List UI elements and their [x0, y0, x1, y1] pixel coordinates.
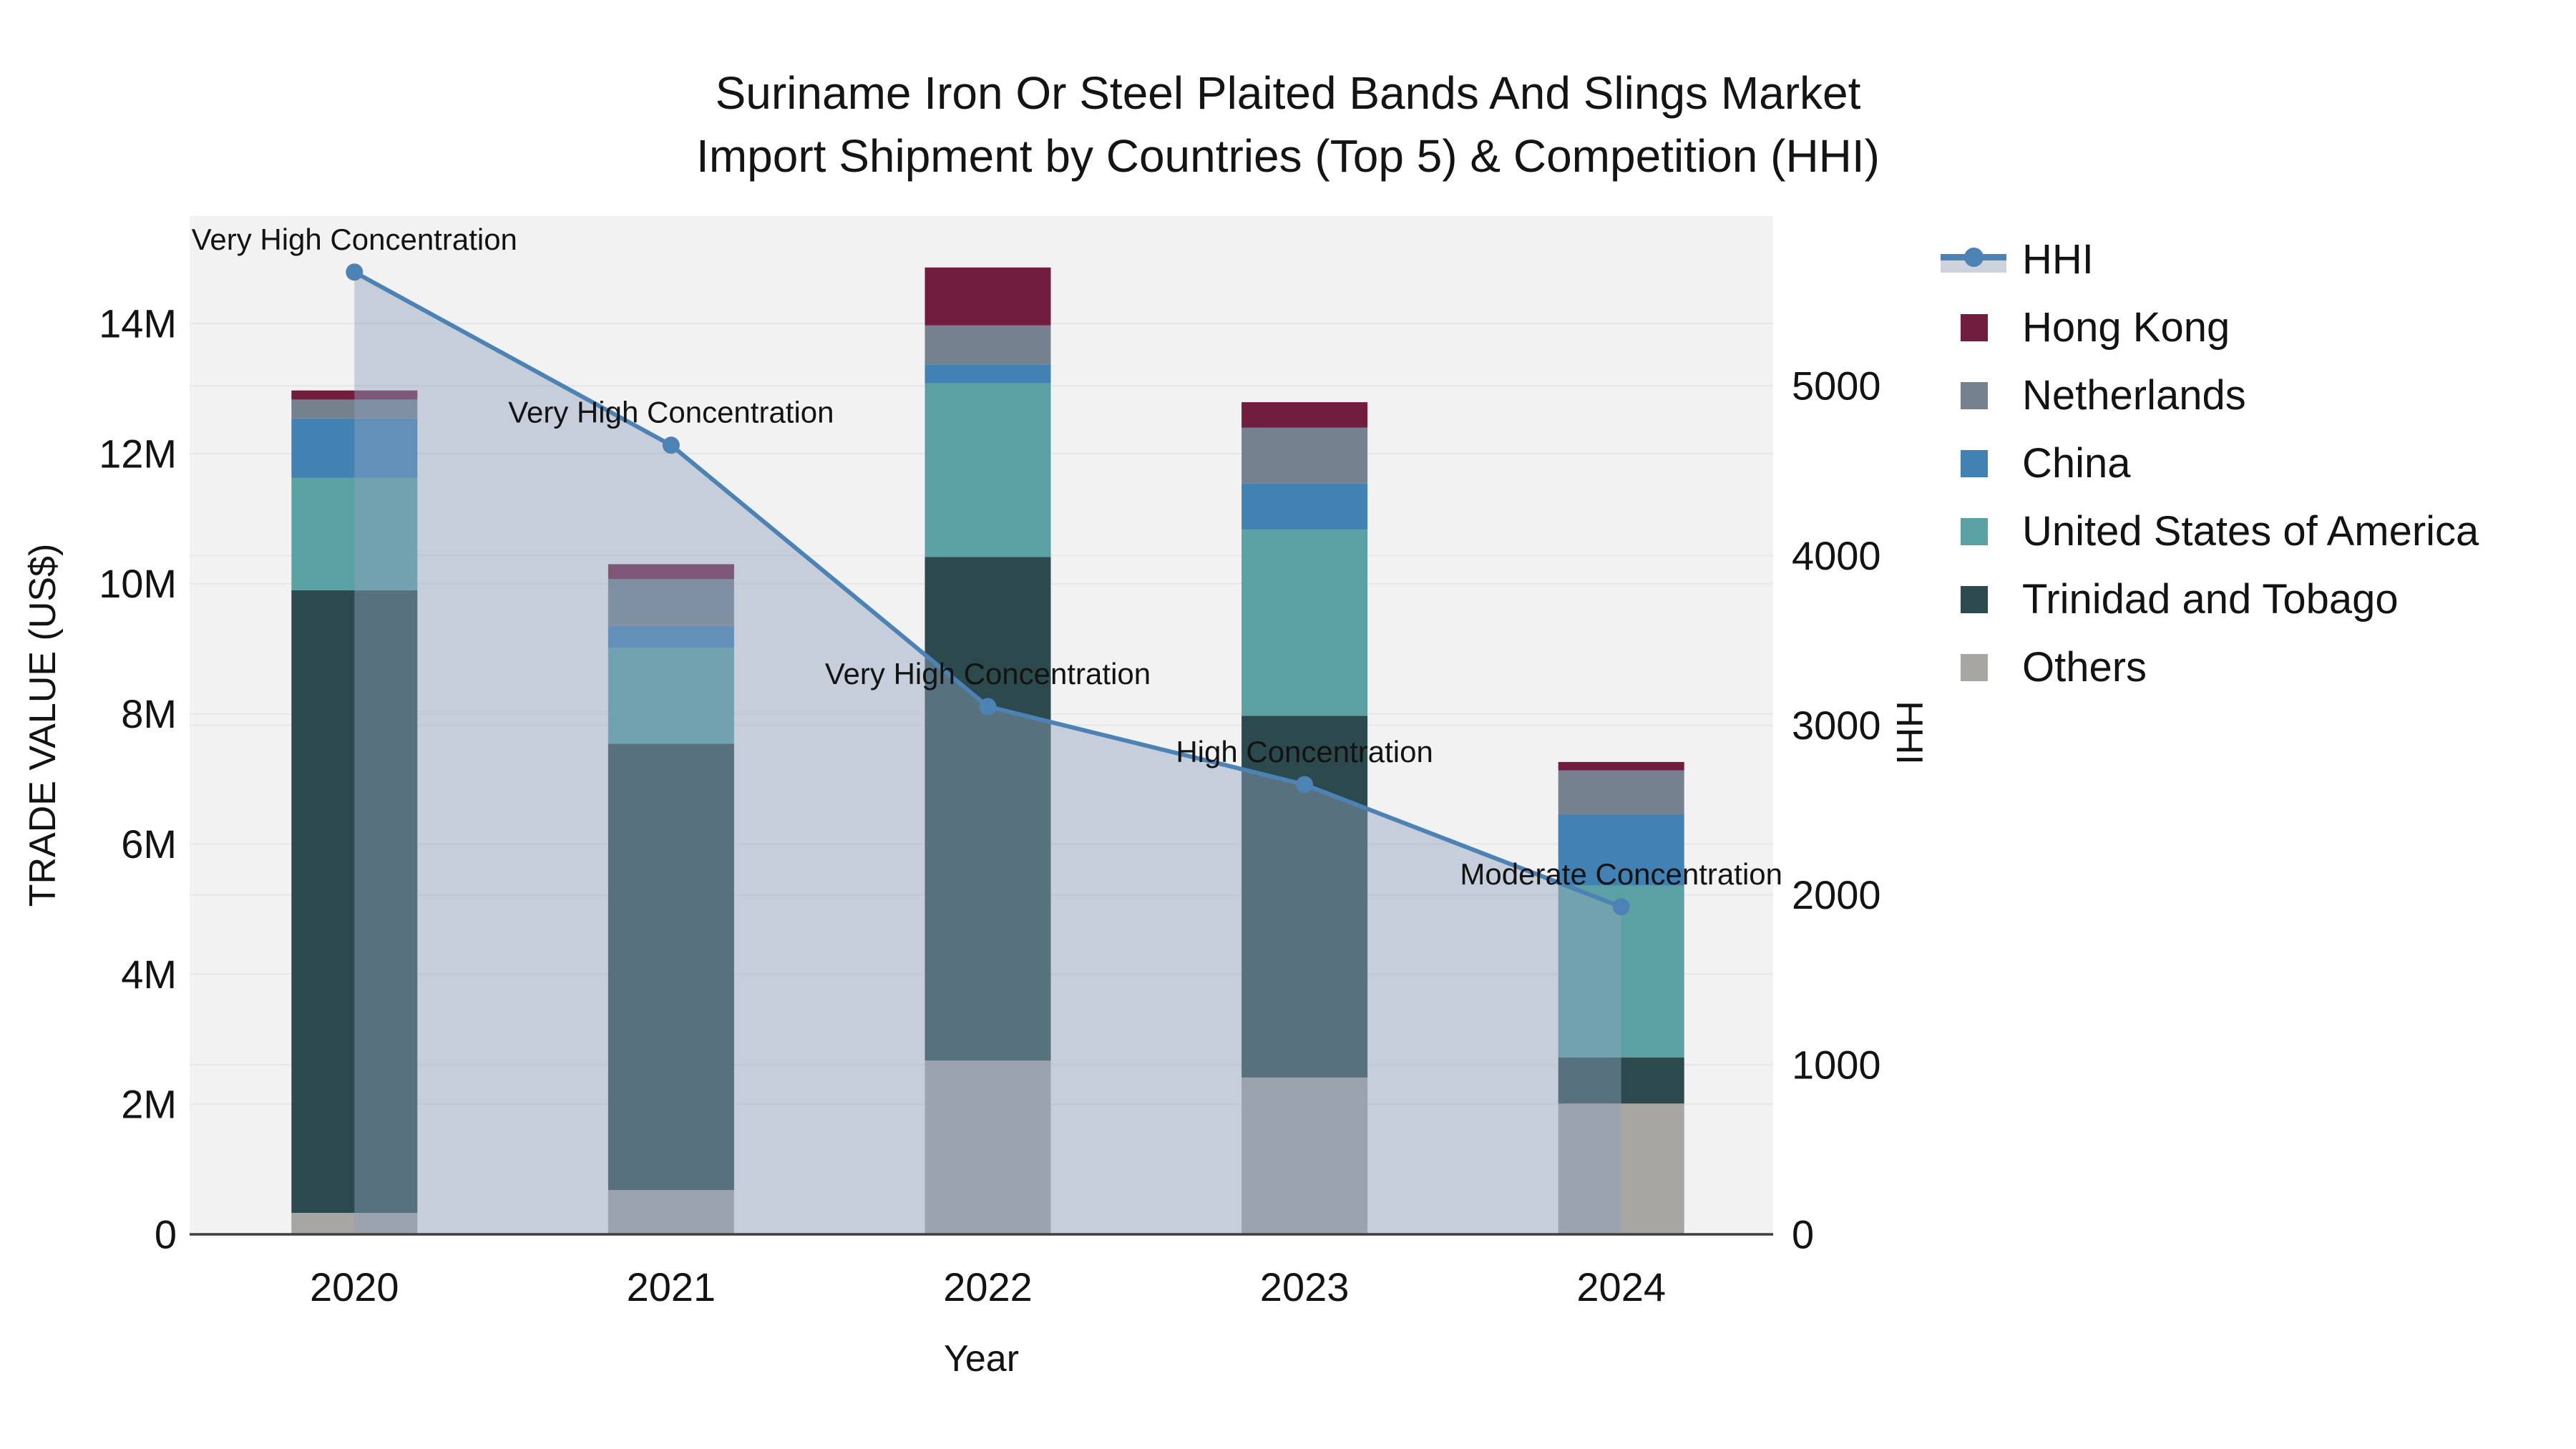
- y-right-tick-4000: 4000: [1792, 533, 1881, 578]
- y-right-tick-3000: 3000: [1792, 703, 1881, 748]
- bar-segment-2023-china[interactable]: [1241, 483, 1368, 530]
- annotation-2023: High Concentration: [1176, 735, 1433, 769]
- legend-label-others[interactable]: Others: [2022, 644, 2147, 691]
- chart-title: Suriname Iron Or Steel Plaited Bands And…: [0, 62, 2576, 187]
- y-left-axis-title: TRADE VALUE (US$): [22, 544, 64, 907]
- bar-segment-2022-united-states-of-america[interactable]: [924, 383, 1051, 557]
- bar-segment-2022-hong-kong[interactable]: [924, 267, 1051, 326]
- bar-segment-2021-trinidad-and-tobago[interactable]: [608, 743, 734, 1191]
- chart-title-line2: Import Shipment by Countries (Top 5) & C…: [696, 130, 1880, 182]
- legend-item-china[interactable]: China: [1941, 429, 2479, 497]
- y-left-tick-4M: 4M: [121, 952, 177, 997]
- hhi-marker-2020[interactable]: [346, 263, 364, 281]
- x-tick-2023: 2023: [1260, 1264, 1350, 1309]
- legend-item-trinidad-and-tobago[interactable]: Trinidad and Tobago: [1941, 565, 2479, 633]
- bar-segment-2024-china[interactable]: [1558, 814, 1684, 886]
- bar-segment-2023-hong-kong[interactable]: [1241, 402, 1368, 428]
- bar-segment-2021-netherlands[interactable]: [608, 579, 734, 626]
- bar-segment-2022-trinidad-and-tobago[interactable]: [924, 557, 1051, 1061]
- hhi-area-fill: [354, 272, 1621, 1234]
- bar-segment-2020-hong-kong[interactable]: [291, 390, 418, 400]
- china-swatch: [1961, 449, 1988, 477]
- y-left-tick-14M: 14M: [99, 301, 177, 346]
- y-left-tick-8M: 8M: [121, 691, 177, 736]
- bar-segment-2021-others[interactable]: [608, 1190, 734, 1234]
- usa-swatch: [1961, 517, 1988, 545]
- bar-segment-2020-trinidad-and-tobago[interactable]: [291, 590, 418, 1213]
- hhi-marker-2024[interactable]: [1612, 898, 1630, 916]
- x-tick-2024: 2024: [1576, 1264, 1666, 1309]
- y-right-tick-2000: 2000: [1792, 872, 1881, 917]
- hhi-legend-glyph: [1941, 244, 2009, 275]
- bar-segment-2020-china[interactable]: [291, 418, 418, 478]
- legend-label-trinidad-and-tobago[interactable]: Trinidad and Tobago: [2022, 576, 2399, 623]
- y-right-tick-5000: 5000: [1792, 364, 1881, 409]
- legend-label-usa[interactable]: United States of America: [2022, 508, 2479, 555]
- others-swatch: [1961, 653, 1988, 681]
- legend-label-hhi[interactable]: HHI: [2022, 236, 2094, 283]
- y-right-tick-1000: 1000: [1792, 1042, 1881, 1087]
- y-left-tick-6M: 6M: [121, 821, 177, 867]
- y-right-tick-0: 0: [1792, 1212, 1814, 1257]
- bar-segment-2023-others[interactable]: [1241, 1077, 1368, 1234]
- hhi-marker-2021[interactable]: [662, 436, 680, 454]
- annotation-2024: Moderate Concentration: [1460, 857, 1782, 891]
- bar-segment-2021-hong-kong[interactable]: [608, 564, 734, 580]
- y-left-tick-2M: 2M: [121, 1082, 177, 1127]
- annotation-2020: Very High Concentration: [192, 223, 517, 256]
- bar-segment-2022-china[interactable]: [924, 364, 1051, 384]
- legend-item-usa[interactable]: United States of America: [1941, 497, 2479, 565]
- bar-segment-2023-netherlands[interactable]: [1241, 427, 1368, 484]
- bar-segment-2024-hong-kong[interactable]: [1558, 761, 1684, 771]
- x-axis-title: Year: [944, 1338, 1019, 1380]
- legend: HHI Hong Kong Netherlands China United S…: [1941, 225, 2479, 701]
- legend-item-hhi[interactable]: HHI: [1941, 225, 2479, 293]
- x-tick-2020: 2020: [310, 1264, 399, 1309]
- y-right-axis-title: HHI: [1888, 701, 1930, 765]
- hhi-marker-2023[interactable]: [1296, 776, 1314, 794]
- bar-segment-2020-others[interactable]: [291, 1212, 418, 1234]
- bar-segment-2022-netherlands[interactable]: [924, 325, 1051, 365]
- x-tick-2022: 2022: [943, 1264, 1033, 1309]
- bar-segment-2023-united-states-of-america[interactable]: [1241, 530, 1368, 716]
- bar-segment-2020-netherlands[interactable]: [291, 399, 418, 419]
- legend-item-hong-kong[interactable]: Hong Kong: [1941, 293, 2479, 361]
- hhi-marker-2022[interactable]: [979, 698, 997, 716]
- y-left-tick-12M: 12M: [99, 431, 177, 476]
- legend-item-netherlands[interactable]: Netherlands: [1941, 361, 2479, 429]
- hhi-marker-icon: [1964, 247, 1984, 267]
- bar-segment-2024-others[interactable]: [1558, 1103, 1684, 1234]
- bar-segment-2024-trinidad-and-tobago[interactable]: [1558, 1057, 1684, 1104]
- hong-kong-swatch: [1961, 313, 1988, 341]
- bar-segment-2021-united-states-of-america[interactable]: [608, 648, 734, 744]
- netherlands-swatch: [1961, 381, 1988, 409]
- x-tick-2021: 2021: [627, 1264, 716, 1309]
- trinidad-and-tobago-swatch: [1961, 585, 1988, 613]
- annotation-2022: Very High Concentration: [825, 657, 1151, 691]
- y-left-tick-0: 0: [155, 1212, 177, 1257]
- legend-label-hong-kong[interactable]: Hong Kong: [2022, 304, 2230, 351]
- legend-label-china[interactable]: China: [2022, 440, 2131, 487]
- annotation-2021: Very High Concentration: [508, 396, 834, 429]
- chart-title-line1: Suriname Iron Or Steel Plaited Bands And…: [715, 67, 1861, 119]
- legend-label-netherlands[interactable]: Netherlands: [2022, 372, 2246, 419]
- bar-segment-2024-netherlands[interactable]: [1558, 770, 1684, 815]
- y-left-tick-10M: 10M: [99, 561, 177, 606]
- bar-segment-2022-others[interactable]: [924, 1060, 1051, 1234]
- bar-segment-2020-united-states-of-america[interactable]: [291, 477, 418, 590]
- legend-item-others[interactable]: Others: [1941, 633, 2479, 701]
- bar-segment-2021-china[interactable]: [608, 625, 734, 648]
